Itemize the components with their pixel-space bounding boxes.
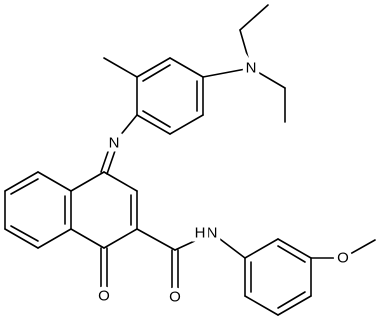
atom-label: H (195, 225, 206, 242)
atom-label: O (169, 289, 181, 306)
atom-label: N (246, 60, 257, 77)
atom-label: N (207, 225, 218, 242)
atom-label: O (98, 288, 110, 305)
atom-label: O (337, 250, 349, 267)
bonds (4, 4, 376, 316)
atom-label: N (109, 135, 120, 152)
atom-labels: N N O O N H O (94, 56, 353, 310)
